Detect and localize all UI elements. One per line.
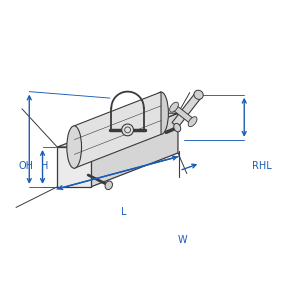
Text: L: L	[121, 207, 126, 218]
Circle shape	[122, 124, 134, 136]
Text: H: H	[41, 161, 48, 171]
Polygon shape	[57, 113, 178, 147]
Ellipse shape	[154, 92, 168, 134]
Polygon shape	[172, 105, 194, 124]
Polygon shape	[74, 92, 161, 168]
Polygon shape	[91, 113, 178, 187]
Ellipse shape	[105, 181, 112, 190]
Ellipse shape	[67, 126, 82, 168]
Text: OH: OH	[19, 161, 34, 171]
Ellipse shape	[188, 117, 197, 127]
Ellipse shape	[174, 123, 181, 132]
Polygon shape	[172, 92, 202, 127]
Ellipse shape	[169, 102, 178, 112]
Text: W: W	[178, 235, 188, 245]
Polygon shape	[57, 147, 91, 187]
Ellipse shape	[194, 90, 203, 99]
Text: RHL: RHL	[252, 161, 271, 171]
